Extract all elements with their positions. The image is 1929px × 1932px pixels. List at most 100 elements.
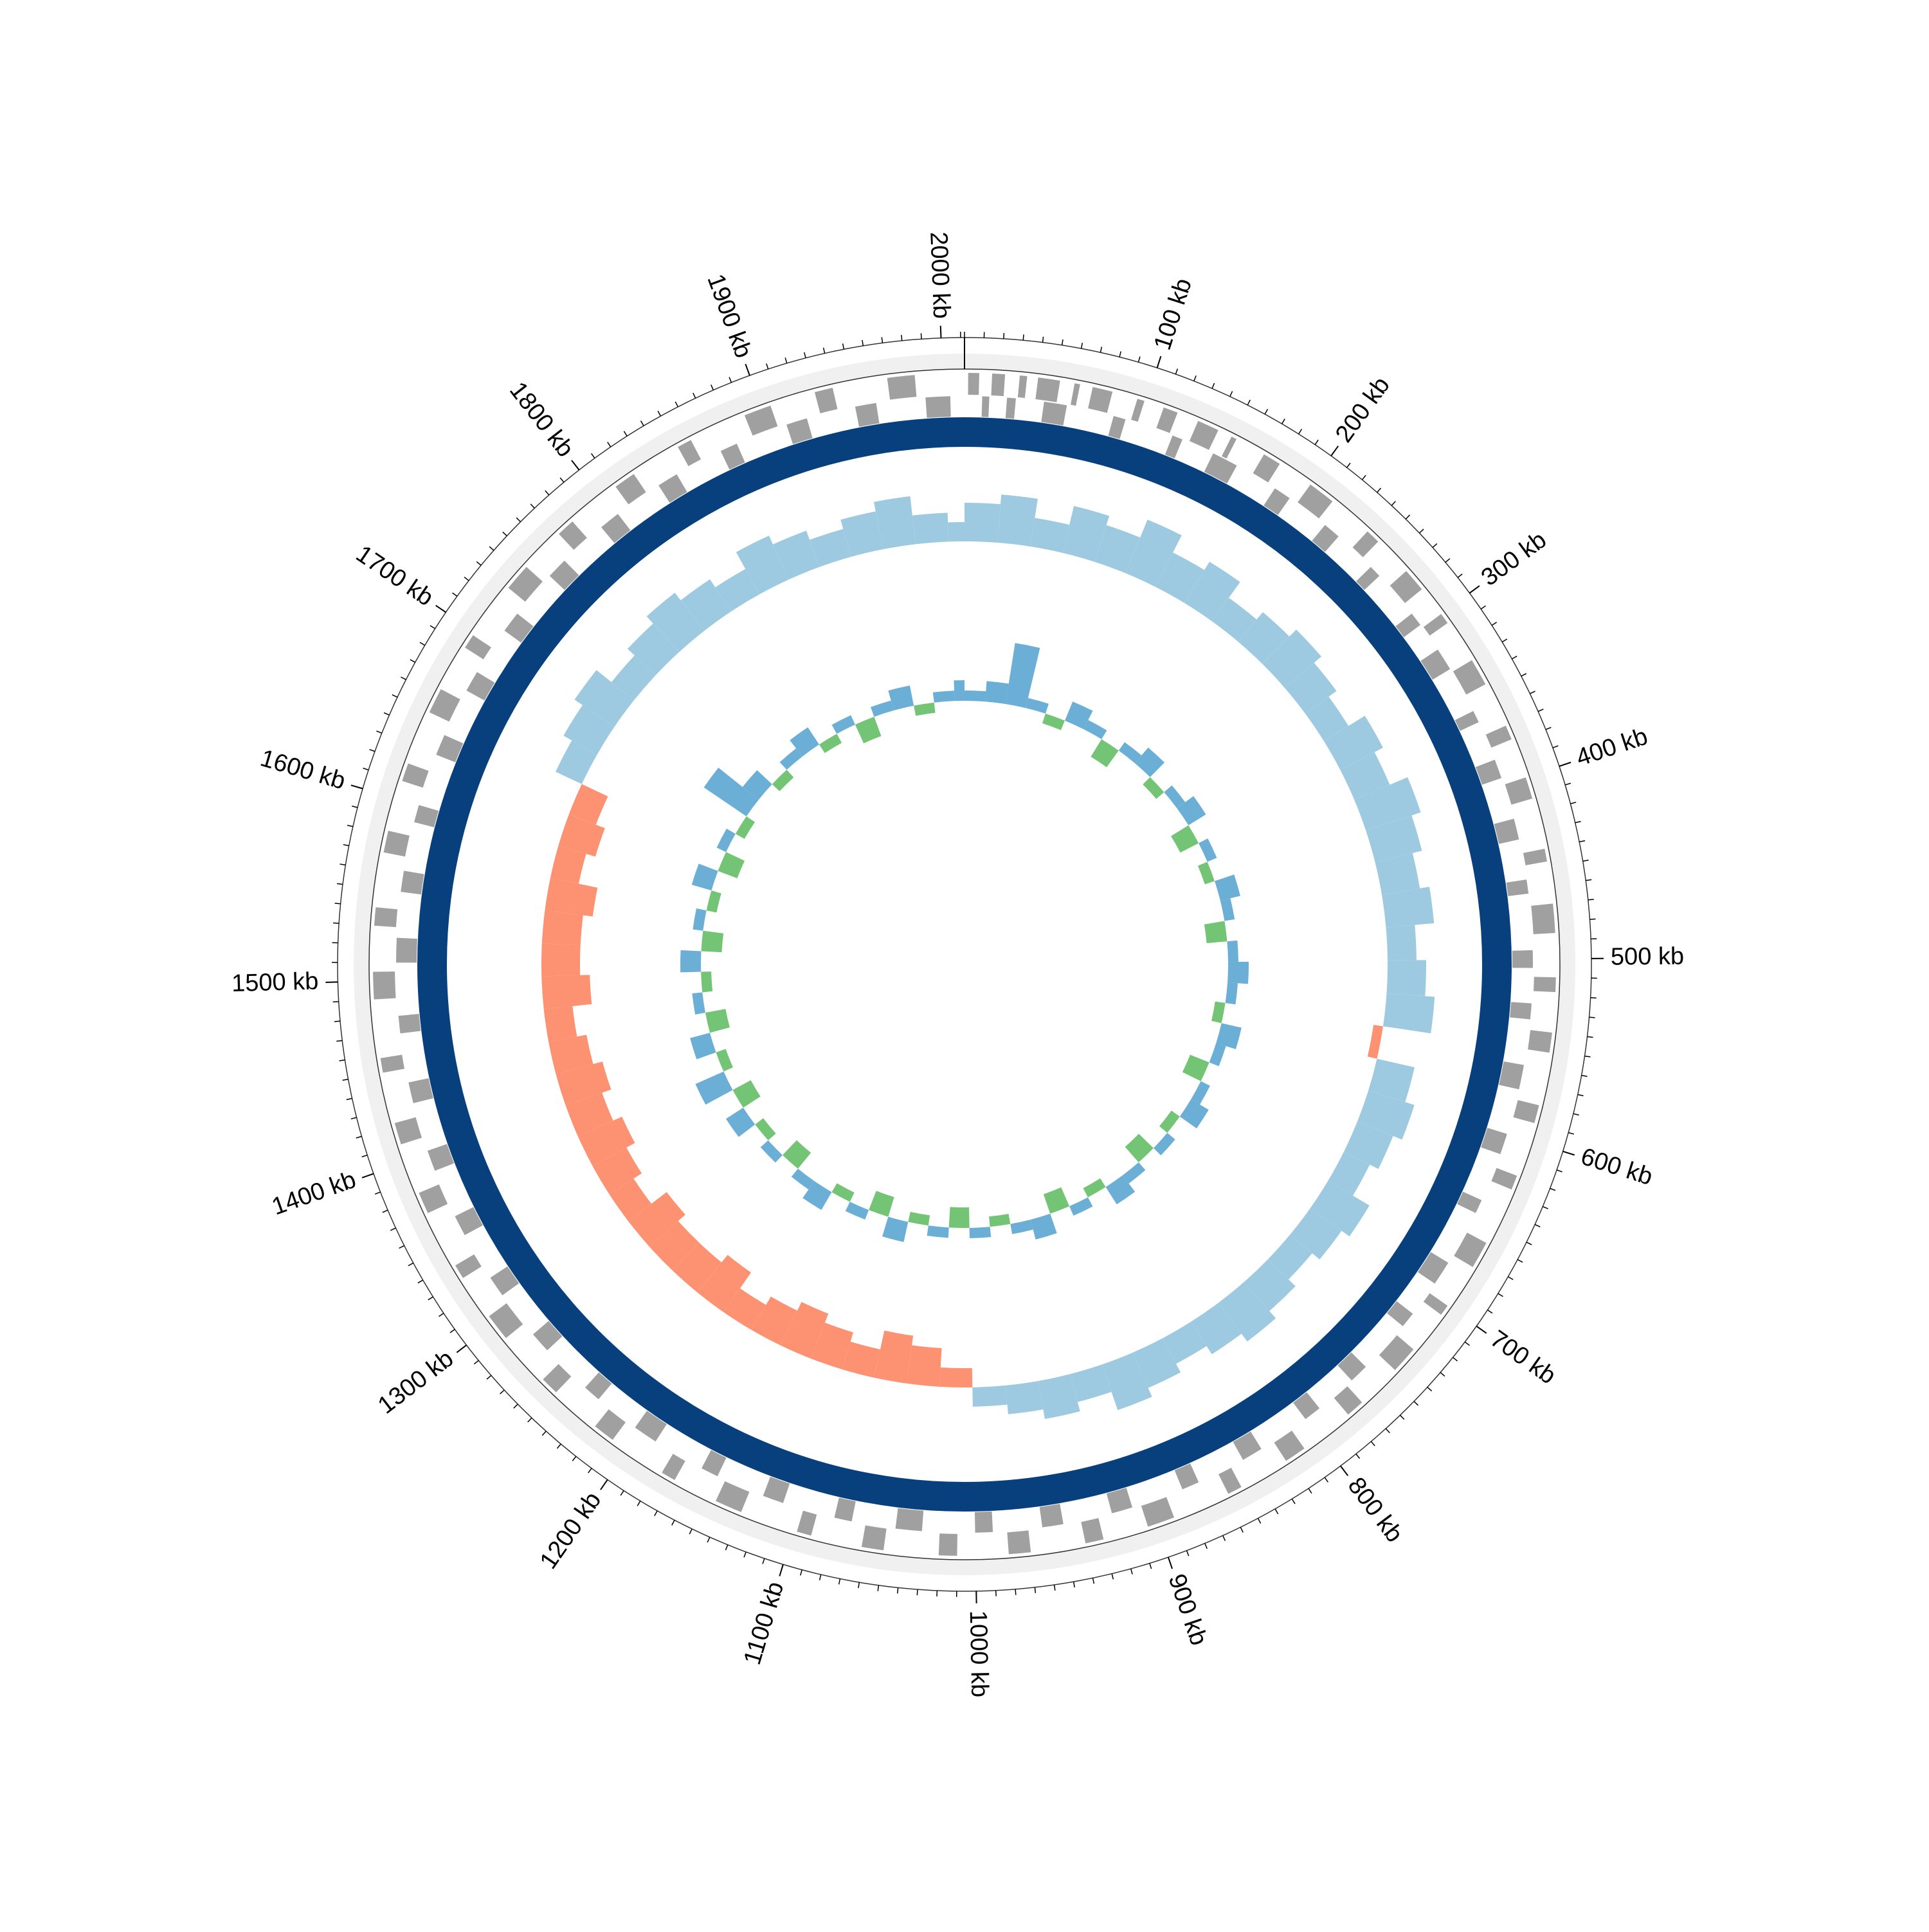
gene xyxy=(374,907,397,927)
minor-tick xyxy=(1557,1170,1562,1172)
gene xyxy=(1528,1030,1552,1052)
minor-tick xyxy=(862,340,863,346)
gc-content-bin xyxy=(985,681,1009,704)
minor-tick xyxy=(1589,1017,1595,1018)
minor-tick xyxy=(572,1456,576,1461)
minor-tick xyxy=(1414,1402,1418,1405)
minor-tick xyxy=(1406,515,1409,519)
minor-tick xyxy=(362,1155,368,1157)
minor-tick xyxy=(1347,463,1350,467)
minor-tick xyxy=(1587,1036,1593,1037)
minor-tick xyxy=(1309,1488,1312,1494)
gene xyxy=(1040,1504,1064,1528)
minor-tick xyxy=(1386,1429,1390,1433)
gene xyxy=(862,1525,887,1550)
minor-tick xyxy=(1538,709,1543,712)
minor-tick xyxy=(557,1444,561,1449)
minor-tick xyxy=(1440,1373,1445,1377)
x-tick-label: 500 kb xyxy=(1611,943,1684,971)
minor-tick xyxy=(333,923,339,924)
minor-tick xyxy=(1498,1294,1503,1297)
minor-tick xyxy=(1093,1578,1094,1584)
minor-tick xyxy=(725,1545,727,1550)
minor-tick xyxy=(1240,1527,1243,1532)
minor-tick xyxy=(1119,352,1121,357)
minor-tick xyxy=(410,660,415,662)
minor-tick xyxy=(655,1511,657,1516)
minor-tick xyxy=(1371,1441,1375,1446)
x-tick-label: 1600 kb xyxy=(257,745,349,795)
x-tick-label: 100 kb xyxy=(1149,275,1197,353)
gene xyxy=(975,1512,993,1533)
minor-tick xyxy=(588,1468,592,1473)
minor-tick xyxy=(1230,392,1233,397)
x-tick-label: 700 kb xyxy=(1485,1325,1561,1389)
gc-skew-bin xyxy=(1006,1381,1044,1414)
minor-tick xyxy=(336,1040,342,1041)
minor-tick xyxy=(1458,574,1462,578)
minor-tick xyxy=(487,1375,491,1379)
gene xyxy=(982,396,990,417)
gene xyxy=(399,1014,421,1033)
minor-tick xyxy=(1585,1056,1591,1057)
minor-tick xyxy=(1100,347,1101,352)
major-tick xyxy=(1470,586,1480,593)
minor-tick xyxy=(1573,1114,1579,1115)
major-tick xyxy=(601,1479,608,1490)
minor-tick xyxy=(637,1501,640,1506)
minor-tick xyxy=(476,562,481,566)
gene xyxy=(925,396,950,418)
x-tick-label: 600 kb xyxy=(1578,1143,1656,1191)
gc-content-bin xyxy=(954,680,964,701)
gc-content-bin xyxy=(1227,941,1238,962)
gc-skew-bin xyxy=(912,512,948,544)
minor-tick xyxy=(1487,1310,1492,1314)
minor-tick xyxy=(1131,1569,1132,1575)
minor-tick xyxy=(542,1431,546,1436)
minor-tick xyxy=(343,1079,349,1081)
minor-tick xyxy=(1530,691,1535,694)
minor-tick xyxy=(390,1228,395,1231)
minor-tick xyxy=(474,1360,478,1364)
minor-tick xyxy=(1550,1188,1555,1190)
minor-tick xyxy=(658,411,660,416)
minor-tick xyxy=(352,806,358,808)
minor-tick xyxy=(1265,409,1267,414)
minor-tick xyxy=(689,1529,692,1534)
minor-tick xyxy=(1377,488,1381,492)
minor-tick xyxy=(1502,639,1507,642)
minor-tick xyxy=(1258,1519,1260,1524)
gene xyxy=(939,1533,957,1556)
gene xyxy=(1007,1530,1031,1554)
minor-tick xyxy=(453,593,457,596)
gene xyxy=(1534,977,1556,992)
gene xyxy=(373,971,395,999)
minor-tick xyxy=(1015,1589,1016,1595)
minor-tick xyxy=(1588,899,1594,900)
major-tick xyxy=(457,1345,466,1353)
minor-tick xyxy=(375,1192,380,1194)
gc-content-bin xyxy=(680,950,702,972)
minor-tick xyxy=(1579,841,1585,842)
x-tick-label: 1900 kb xyxy=(702,271,757,361)
major-tick xyxy=(1341,1466,1348,1476)
major-tick xyxy=(779,1564,783,1576)
minor-tick xyxy=(418,1280,423,1283)
minor-tick xyxy=(1565,783,1571,785)
minor-tick xyxy=(1112,1574,1113,1580)
minor-tick xyxy=(1391,501,1395,506)
minor-tick xyxy=(1575,822,1581,823)
gc-skew-bin xyxy=(544,1006,577,1042)
minor-tick xyxy=(592,453,595,458)
gc-content-bin xyxy=(1227,962,1249,984)
minor-tick xyxy=(1362,475,1366,480)
gc-skew-bin xyxy=(1386,960,1426,996)
major-tick xyxy=(745,364,750,375)
minor-tick xyxy=(439,1314,443,1317)
minor-tick xyxy=(1583,860,1589,861)
minor-tick xyxy=(370,750,375,752)
major-tick xyxy=(1476,1326,1487,1333)
gene xyxy=(1510,1002,1532,1019)
minor-tick xyxy=(624,431,627,437)
